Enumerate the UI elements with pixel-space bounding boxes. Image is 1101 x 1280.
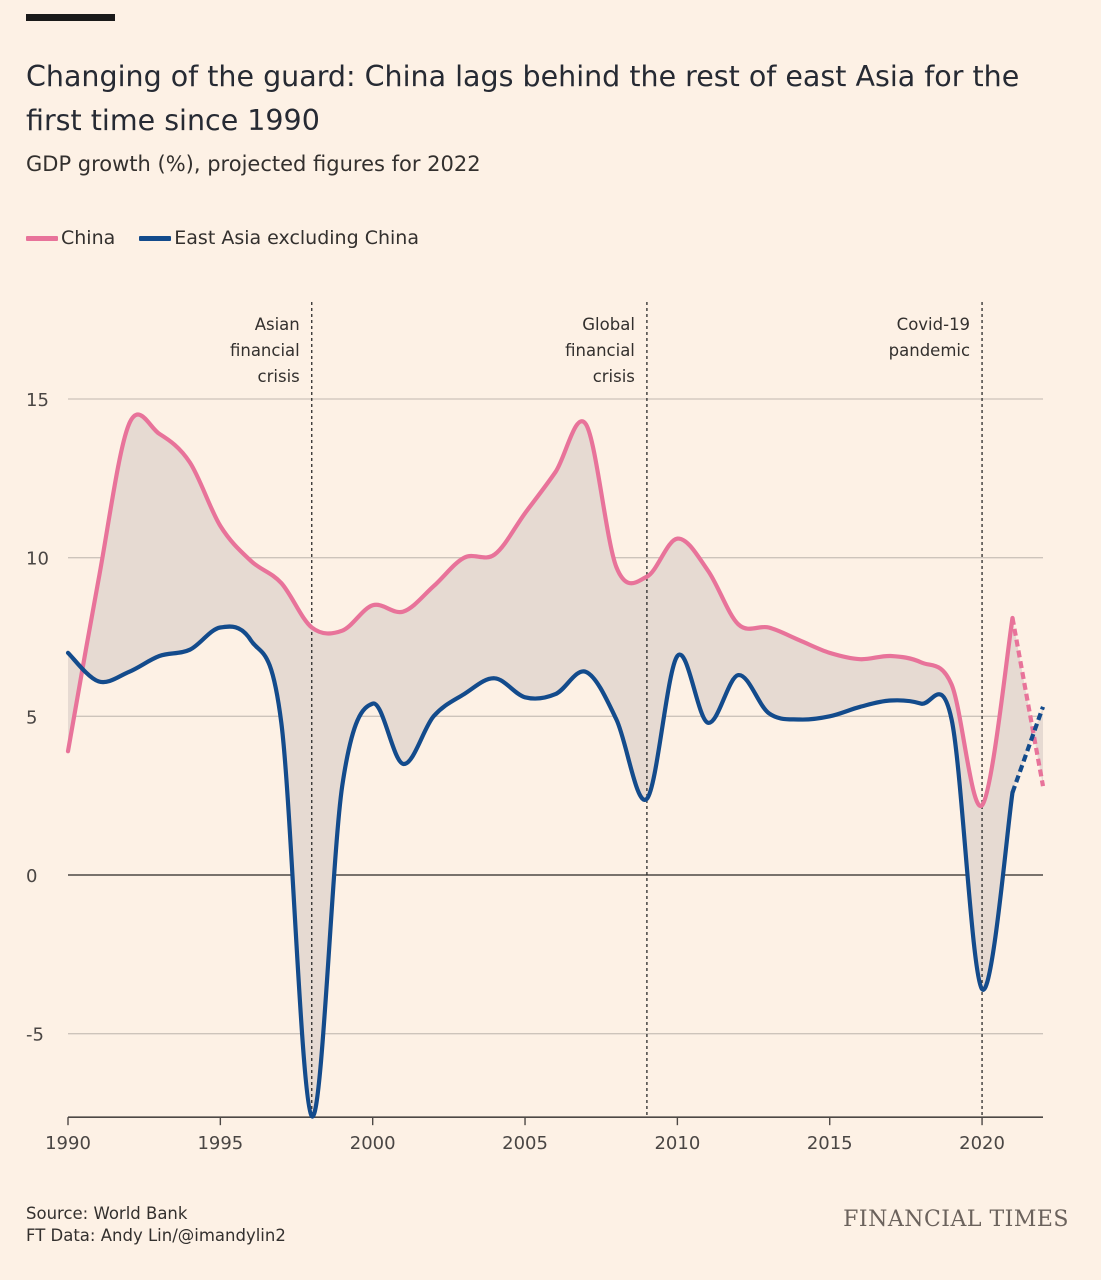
event-label: crisis bbox=[258, 367, 300, 386]
x-tick-label: 2010 bbox=[654, 1133, 700, 1154]
legend-label-east-asia: East Asia excluding China bbox=[174, 227, 419, 249]
event-label: Global bbox=[582, 315, 635, 334]
x-tick-label: 2005 bbox=[502, 1133, 548, 1154]
credit-note: FT Data: Andy Lin/@imandylin2 bbox=[26, 1226, 286, 1245]
y-tick-label: 0 bbox=[26, 866, 37, 887]
legend-label-china: China bbox=[61, 227, 116, 249]
event-label: crisis bbox=[593, 367, 635, 386]
y-tick-label: 15 bbox=[26, 390, 49, 411]
y-tick-label: 10 bbox=[26, 549, 49, 570]
source-note: Source: World Bank bbox=[26, 1204, 188, 1223]
ft-accent-bar bbox=[26, 14, 115, 21]
x-tick-label: 2000 bbox=[350, 1133, 396, 1154]
east-asia-projection-line bbox=[1010, 706, 1045, 794]
y-tick-label: 5 bbox=[26, 707, 37, 728]
china-series-line bbox=[65, 412, 1015, 808]
event-label: financial bbox=[565, 341, 635, 360]
event-label: financial bbox=[230, 341, 300, 360]
x-tick-label: 1990 bbox=[45, 1133, 91, 1154]
chart-title: Changing of the guard: China lags behind… bbox=[26, 60, 1020, 138]
footer: Source: World Bank FT Data: Andy Lin/@im… bbox=[26, 1203, 286, 1247]
x-tick-label: 2020 bbox=[959, 1133, 1005, 1154]
y-tick-label: -5 bbox=[26, 1025, 44, 1046]
legend: China East Asia excluding China bbox=[26, 227, 443, 249]
legend-swatch-east-asia bbox=[139, 235, 172, 241]
x-tick-label: 2015 bbox=[807, 1133, 853, 1154]
event-label: Asian bbox=[255, 315, 300, 334]
x-tick-label: 1995 bbox=[197, 1133, 243, 1154]
gap-shading bbox=[68, 414, 1043, 1117]
legend-item-china: China bbox=[26, 227, 115, 249]
chart-subtitle: GDP growth (%), projected figures for 20… bbox=[26, 152, 481, 176]
ft-logo: FINANCIAL TIMES bbox=[843, 1207, 1069, 1232]
east-asia-series-line bbox=[65, 624, 1015, 1119]
event-label: pandemic bbox=[889, 341, 970, 360]
event-label: Covid-19 bbox=[897, 315, 970, 334]
china-projection-line bbox=[1010, 617, 1046, 787]
legend-swatch-china bbox=[26, 235, 58, 241]
legend-item-east-asia: East Asia excluding China bbox=[139, 227, 419, 249]
